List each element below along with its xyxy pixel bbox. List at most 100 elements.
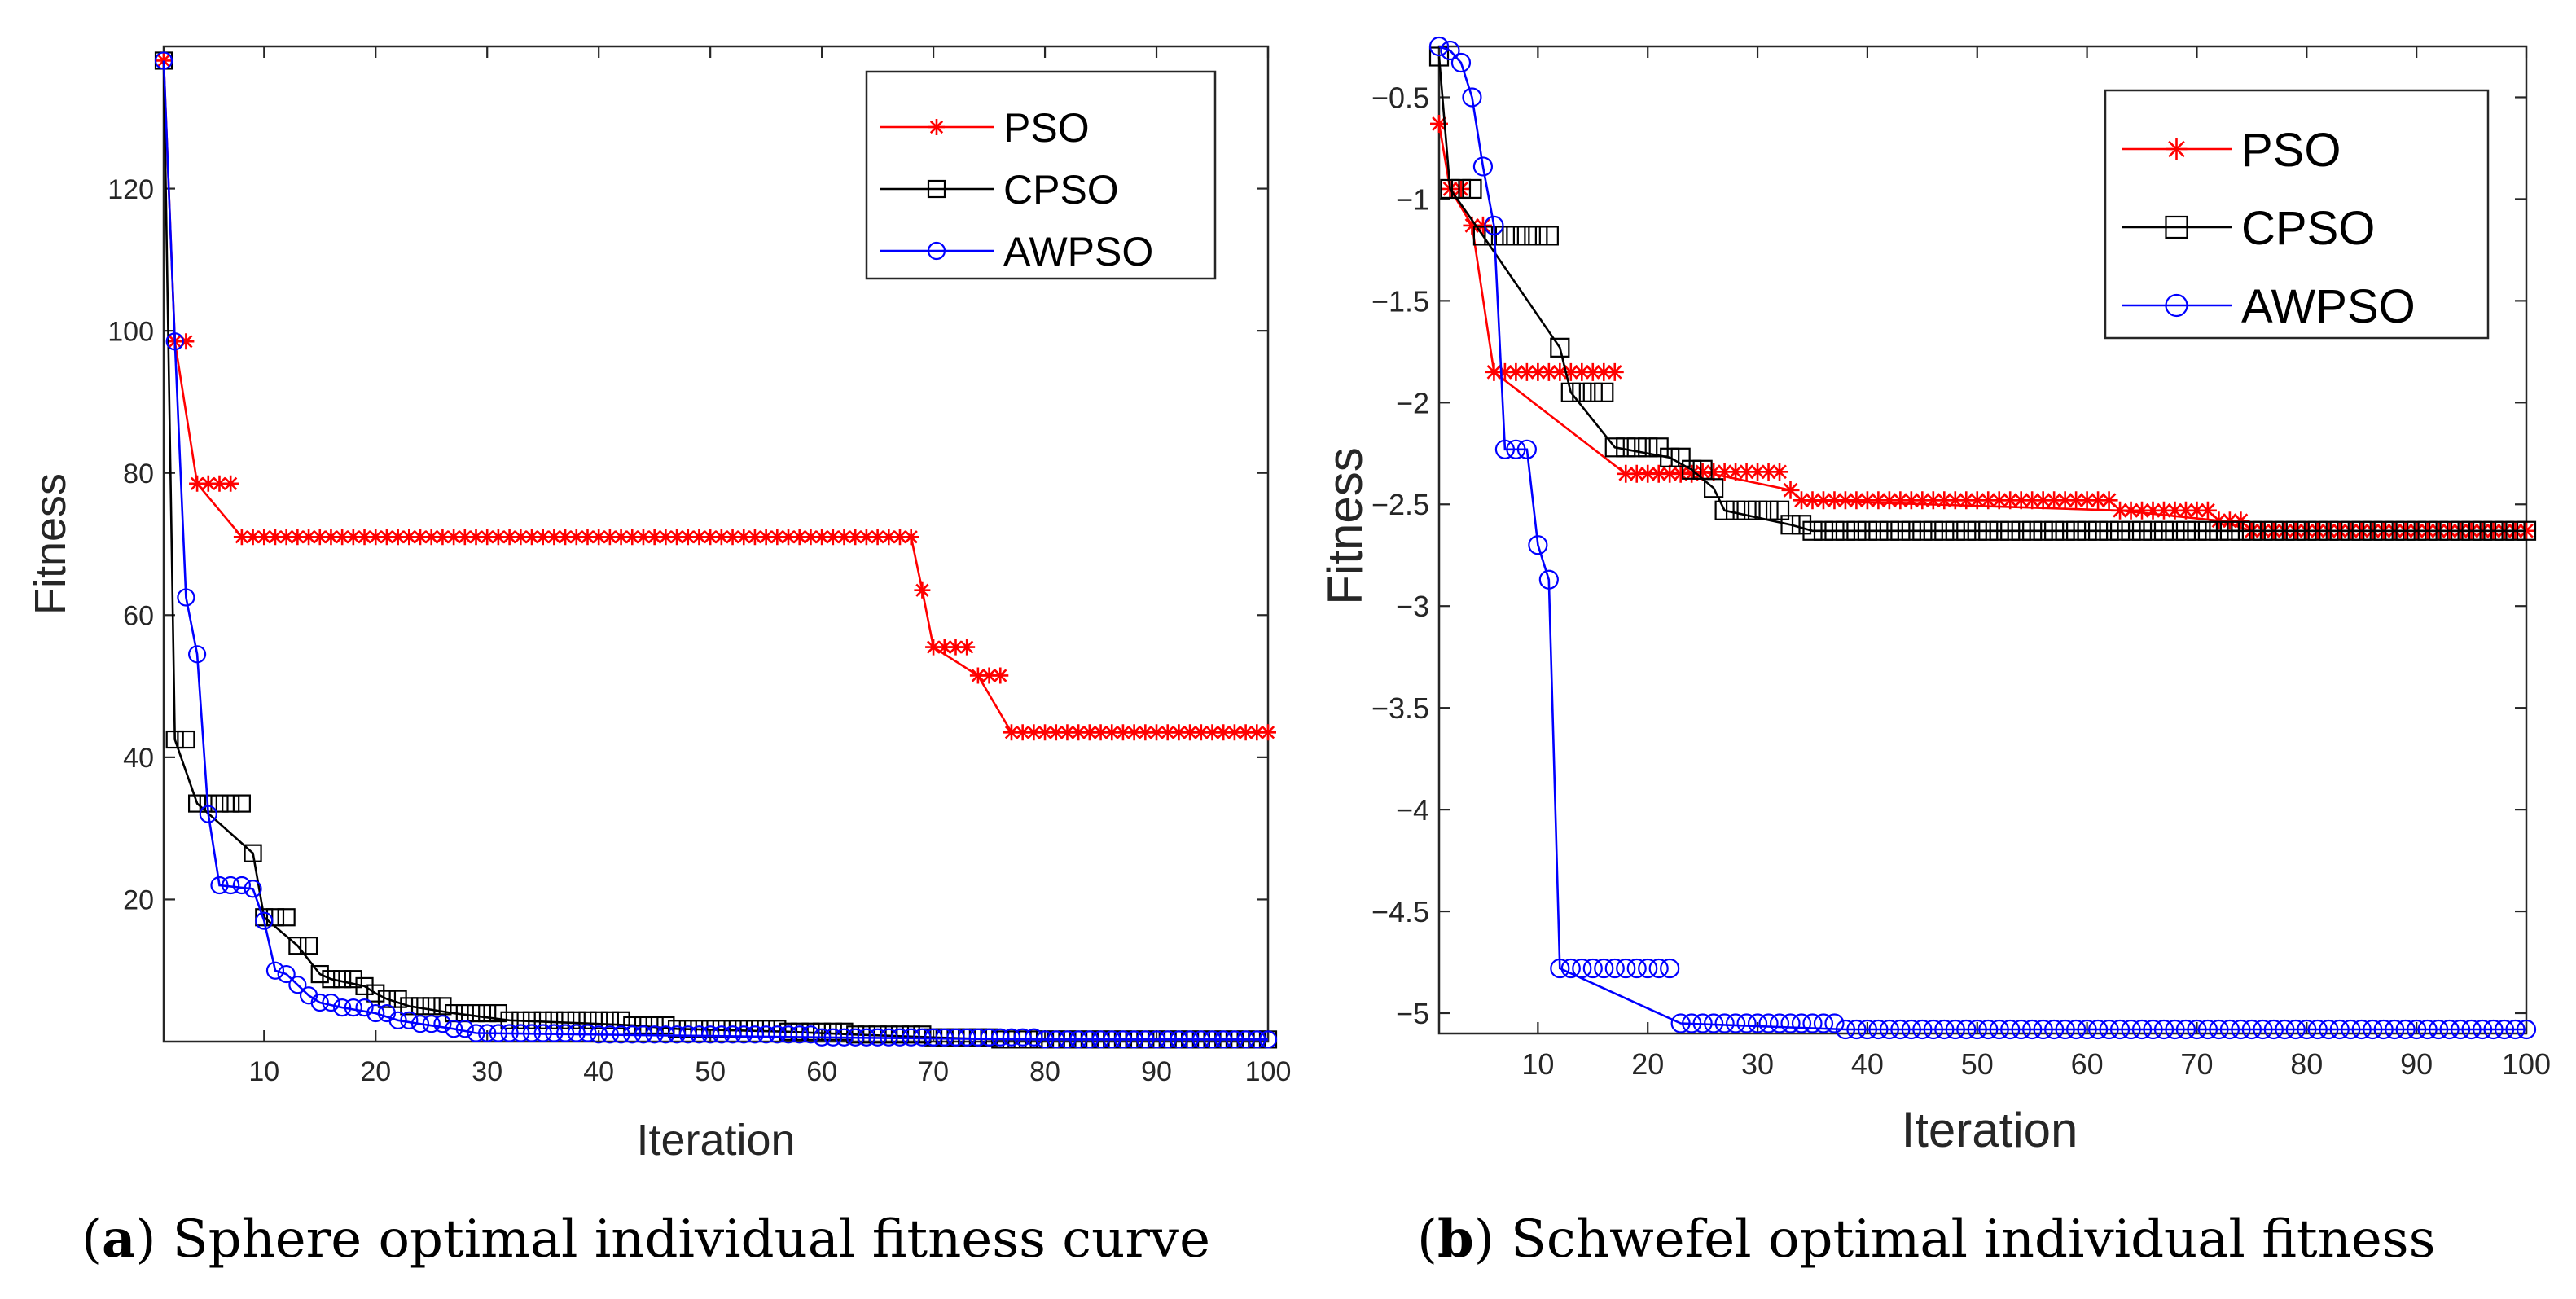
panel-b-series-cpso-point	[1791, 515, 1812, 535]
panel-a-series-awpso-point	[288, 976, 307, 994]
panel-a-series-pso-point	[947, 639, 964, 656]
panel-a-y-axis-label: Fitness	[26, 473, 75, 615]
panel-b-series-cpso-point	[1440, 178, 1460, 200]
panel-a-series-awpso-point	[177, 588, 195, 607]
panel-a-series-layer	[154, 51, 1278, 1049]
panel-b-series-pso-point	[1781, 481, 1800, 499]
panel-b-series-awpso-point	[2341, 1019, 2361, 1040]
panel-a-series-awpso-point	[400, 1011, 419, 1029]
panel-b-series-cpso-point	[2022, 520, 2043, 541]
panel-b-series-pso-point	[1517, 362, 1536, 381]
panel-a-series-pso-point	[311, 529, 328, 546]
panel-a-series-awpso-point	[567, 1024, 586, 1042]
panel-b-series-cpso-point	[1890, 520, 1911, 541]
panel-b-legend-cpso-marker	[2165, 215, 2188, 239]
panel-b-series-awpso-point	[2241, 1019, 2262, 1040]
panel-a-series-pso-point	[412, 529, 429, 546]
panel-a-series-pso-point	[992, 667, 1009, 684]
panel-a-series-awpso-point	[678, 1025, 697, 1044]
panel-b-series-cpso-point	[2417, 520, 2438, 541]
panel-a-series-awpso-point	[578, 1024, 597, 1042]
panel-a-series-pso-point	[1226, 724, 1243, 741]
panel-b-caption-text: Schwefel optimal individual fitness	[1511, 1209, 2435, 1270]
panel-a-series-cpso-point	[533, 1011, 552, 1029]
panel-a-series-awpso-point	[433, 1015, 452, 1033]
panel-b-x-tick-label: 30	[1741, 1047, 1774, 1081]
panel-b-series-cpso-point	[2209, 520, 2229, 541]
panel-a-series-awpso-point	[500, 1024, 519, 1042]
panel-b-series-pso-point	[2198, 501, 2217, 520]
panel-b-series-awpso-point	[2407, 1019, 2427, 1040]
panel-a-series-pso-point	[824, 529, 841, 546]
panel-a-series-awpso-point	[232, 876, 251, 895]
panel-a-series-awpso-point	[333, 998, 352, 1017]
panel-a-series-awpso-point	[1214, 1030, 1233, 1049]
panel-b-series-awpso-point	[2044, 1019, 2065, 1040]
panel-b-series-awpso-point	[2319, 1019, 2339, 1040]
panel-b-series-awpso-point	[1494, 439, 1516, 459]
panel-a-series-awpso-point	[723, 1025, 742, 1044]
panel-a-series-cpso-point	[567, 1011, 586, 1029]
panel-a-series-cpso-point	[690, 1020, 709, 1038]
panel-a-series-pso-point	[323, 529, 340, 546]
panel-b-series-pso-point	[1451, 179, 1470, 198]
panel-b-series-cpso-point	[2077, 520, 2097, 541]
panel-a-series-cpso-point	[489, 1003, 508, 1023]
panel-b-series-awpso-point	[2494, 1019, 2515, 1040]
panel-b-series-cpso-point	[1747, 500, 1768, 520]
panel-a-series-awpso-point	[1258, 1030, 1278, 1049]
panel-b-series-cpso-point	[2319, 520, 2339, 541]
panel-b-series-awpso-point	[1626, 958, 1647, 979]
panel-b-series-cpso-point	[2197, 520, 2218, 541]
panel-b-series-cpso-point	[2099, 520, 2119, 541]
panel-b-series-pso-point	[1759, 463, 1778, 481]
panel-b-series-cpso-point	[2307, 520, 2328, 541]
panel-a-series-awpso-point	[344, 998, 362, 1017]
panel-a-series-awpso-point	[1125, 1030, 1143, 1049]
panel-a-series-awpso-point	[1236, 1030, 1255, 1049]
panel-b-series-pso-point	[1749, 463, 1767, 481]
panel-b-series-pso-point	[1935, 491, 1954, 510]
panel-a-series-awpso-point	[1047, 1030, 1065, 1049]
panel-a-series-pso-point	[880, 529, 897, 546]
panel-b-series-cpso-point	[2033, 520, 2053, 541]
panel-b-series-awpso-point	[1956, 1019, 1977, 1040]
svg-text:(a) Sphere optimal individual: (a) Sphere optimal individual fitness cu…	[81, 1209, 1210, 1270]
panel-a-series-pso-point	[1070, 724, 1087, 741]
panel-b-series-awpso-point	[2131, 1019, 2153, 1040]
panel-b-series-cpso-point	[1813, 520, 1834, 541]
panel-b-series-awpso-point	[1550, 958, 1570, 979]
panel-a-series-awpso-point	[600, 1025, 619, 1044]
panel-b-caption: (b) Schwefel optimal individual fitness	[1417, 1209, 2435, 1270]
panel-a-series-awpso-point	[868, 1028, 887, 1047]
panel-b-series-awpso-point	[1846, 1019, 1867, 1040]
panel-b-series-pso-point	[1705, 463, 1723, 481]
panel-a-series-awpso-point	[1170, 1030, 1188, 1049]
panel-b-x-tick-label: 60	[2071, 1047, 2104, 1081]
panel-b-series-pso-point	[1847, 491, 1866, 510]
panel-b-series-awpso-point	[1758, 1013, 1779, 1033]
panel-a-series-awpso-point	[801, 1025, 820, 1044]
panel-b-series-awpso-point	[1934, 1019, 1955, 1040]
panel-a-sphere-chart: 10 20 30 40 50 60 70 80 90 100 20 40 60 80 100 120 Iter…	[26, 45, 1291, 1270]
panel-b-series-cpso-point	[1528, 226, 1548, 246]
panel-a-series-pso-point	[222, 475, 239, 492]
panel-a-series-pso-point	[1159, 724, 1176, 741]
panel-b-series-cpso-point	[1978, 520, 1999, 541]
panel-b-series-awpso-point	[1824, 1013, 1845, 1033]
panel-a-series-pso-point	[1192, 724, 1209, 741]
panel-b-series-cpso-point	[1714, 500, 1735, 520]
panel-a-series-pso-point	[200, 475, 217, 492]
panel-a-series-awpso-point	[991, 1028, 1010, 1047]
panel-b-series-awpso-point	[2472, 1019, 2493, 1040]
panel-b-series-awpso-point	[1747, 1013, 1768, 1033]
panel-a-series-awpso-point	[255, 911, 274, 930]
panel-b-series-cpso-point	[1879, 520, 1899, 541]
panel-b-series-cpso-point	[1846, 520, 1867, 541]
panel-a-series-cpso-point	[433, 997, 452, 1016]
panel-b-series-awpso-point	[2351, 1019, 2372, 1040]
panel-b-series-pso-point	[2232, 511, 2250, 530]
panel-a-series-pso-point	[524, 529, 540, 546]
panel-b-series-cpso-point	[1923, 520, 1943, 541]
